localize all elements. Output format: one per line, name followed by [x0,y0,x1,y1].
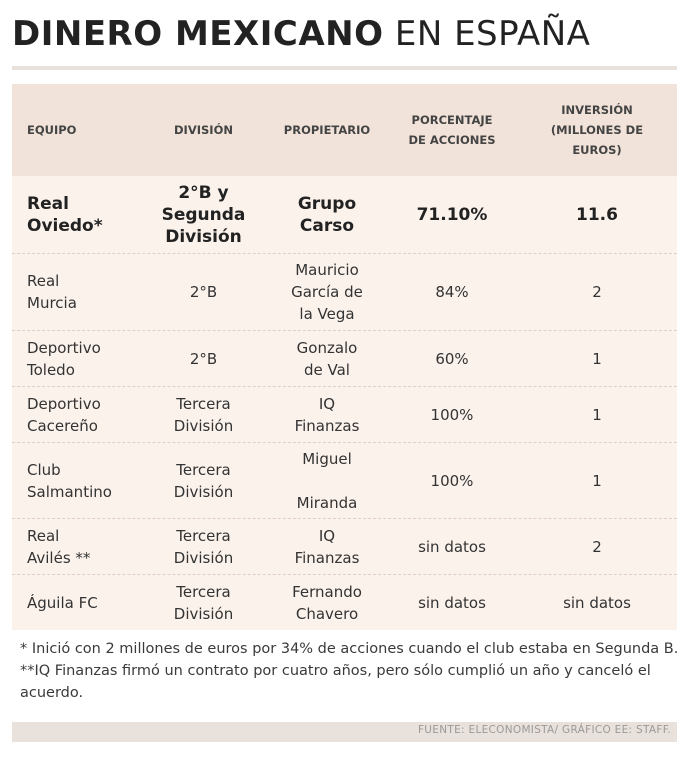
cell-inversion: 1 [592,405,602,424]
cell-division: 2°B [189,283,218,301]
cell-propietario: IQ Finanzas [294,394,360,435]
cell-division: Tercera División [173,394,234,435]
cell-inversion: 1 [592,471,602,490]
header-inversion: INVERSIÓN (MILLONES DE EUROS) [550,103,644,157]
cell-propietario: Mauricio García de la Vega [291,261,363,323]
cell-inversion: 11.6 [576,204,618,225]
cell-inversion: sin datos [563,593,631,612]
cell-division: Tercera División [173,582,234,623]
cell-equipo: Real Avilés ** [27,526,91,567]
cell-propietario: Miguel Miranda [296,449,358,512]
cell-equipo: Águila FC [27,593,98,612]
cell-inversion: 1 [592,349,602,368]
table-row: Deportivo Toledo 2°B Gonzalo de Val 60% … [12,331,677,387]
cell-division: 2°B [189,349,218,368]
footnote-1: * Inició con 2 millones de euros por 34%… [20,641,679,657]
source-bar: FUENTE: ELECONOMISTA/ GRÁFICO EE: STAFF. [12,722,677,742]
cell-division: Tercera División [173,526,234,567]
cell-equipo: Real Murcia [27,272,77,312]
cell-porcentaje: 71.10% [416,204,488,225]
cell-propietario: Grupo Carso [297,193,357,236]
footnote-2: **IQ Finanzas firmó un contrato por cuat… [20,663,651,701]
cell-division: 2°B y Segunda División [161,182,246,247]
cell-porcentaje: sin datos [418,537,486,556]
footnotes: * Inició con 2 millones de euros por 34%… [20,638,680,704]
header-porcentaje: PORCENTAJE DE ACCIONES [408,113,496,147]
table-row: Águila FC Tercera División Fernando Chav… [12,575,677,630]
cell-porcentaje: 100% [430,405,474,424]
cell-inversion: 2 [592,537,602,556]
table-row: Real Oviedo* 2°B y Segunda División Grup… [12,176,677,254]
header-propietario: PROPIETARIO [283,123,371,137]
cell-equipo: Deportivo Toledo [27,338,101,379]
header-equipo: EQUIPO [27,123,77,137]
cell-division: Tercera División [173,460,234,501]
cell-propietario: Gonzalo de Val [296,338,358,379]
cell-porcentaje: 84% [435,283,469,301]
title-rule [12,66,677,70]
source-credit: FUENTE: ELECONOMISTA/ GRÁFICO EE: STAFF. [417,724,671,736]
cell-propietario: Fernando Chavero [292,582,362,623]
table-header: EQUIPO DIVISIÓN PROPIETARIO PORCENTAJE D… [12,84,677,176]
cell-equipo: Real Oviedo* [27,193,103,236]
table-row: Real Avilés ** Tercera División IQ Finan… [12,519,677,575]
header-division: DIVISIÓN [174,123,233,137]
title-bold: DINERO MEXICANO [12,14,384,54]
title-light: EN ESPAÑA [394,14,591,54]
cell-equipo: Deportivo Cacereño [27,394,101,435]
table-row: Real Murcia 2°B Mauricio García de la Ve… [12,254,677,331]
cell-porcentaje: 60% [435,349,469,368]
cell-porcentaje: sin datos [418,593,486,612]
cell-porcentaje: 100% [430,471,474,490]
page-title: DINERO MEXICANO EN ESPAÑA [12,14,590,54]
cell-propietario: IQ Finanzas [294,526,360,567]
cell-inversion: 2 [592,283,602,301]
ownership-table: EQUIPO DIVISIÓN PROPIETARIO PORCENTAJE D… [12,84,677,630]
table-row: Club Salmantino Tercera División Miguel … [12,443,677,519]
table-row: Deportivo Cacereño Tercera División IQ F… [12,387,677,443]
cell-equipo: Club Salmantino [27,460,112,501]
